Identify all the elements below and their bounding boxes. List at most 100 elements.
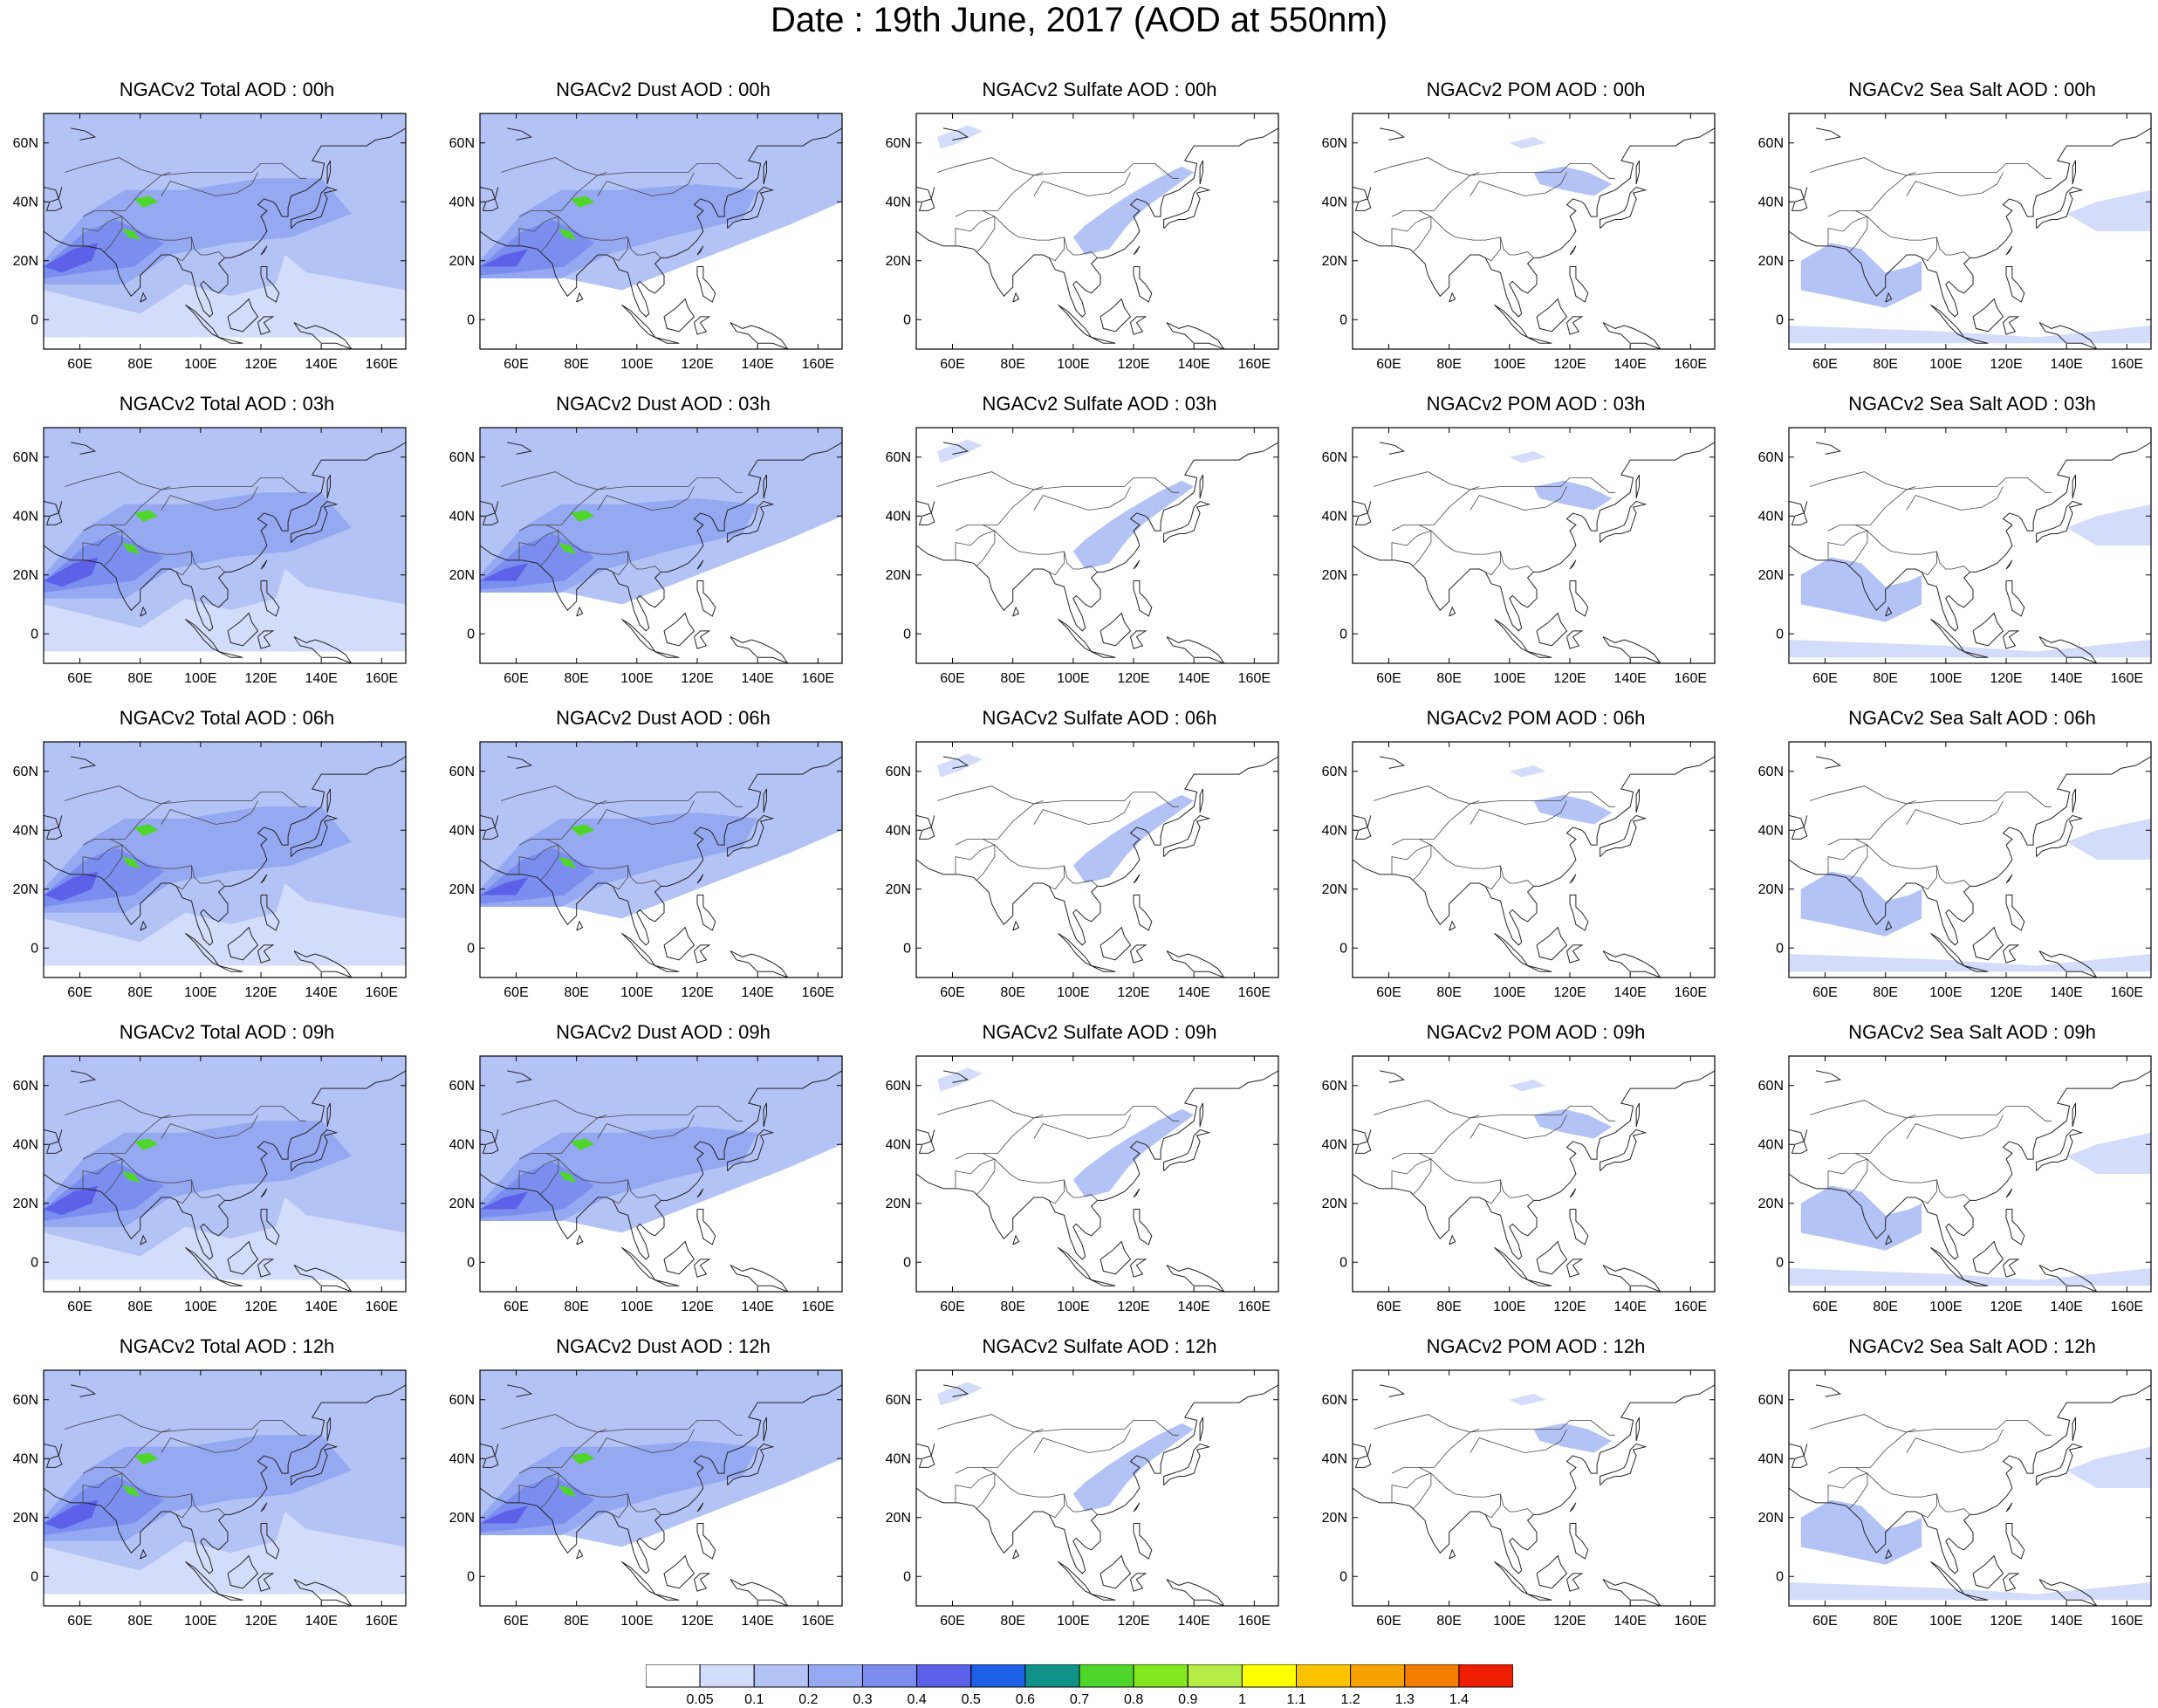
lon-tick-label: 80E (127, 1614, 152, 1629)
panel-title: NGACv2 Total AOD : 09h (119, 1021, 335, 1043)
lon-tick-label: 60E (1812, 671, 1837, 686)
lat-tick-label: 0 (1776, 627, 1784, 641)
lon-tick-label: 160E (2111, 357, 2143, 372)
coastline (44, 1128, 63, 1154)
border-line (955, 1420, 1179, 1474)
coastline (1600, 1128, 1648, 1171)
coastline (1963, 651, 1989, 658)
coastline (1569, 895, 1589, 931)
border-line (1412, 845, 1432, 881)
coastlines (480, 442, 842, 663)
aod-contour (44, 557, 99, 587)
map-plot: 60E 80E 100E 120E 140E 160E 0 20N 40N 60N (1758, 741, 2152, 1000)
lon-tick-label: 100E (1493, 985, 1525, 1000)
aod-contour (570, 1452, 595, 1464)
coastline (1199, 1416, 1203, 1442)
coastline (696, 559, 704, 570)
lat-tick-label: 40N (449, 509, 475, 524)
lon-tick-label: 60E (1376, 1614, 1401, 1629)
aod-field (44, 1056, 406, 1280)
coastline (2072, 788, 2076, 813)
border-line (937, 157, 1044, 176)
aod-field (1509, 1394, 1613, 1453)
lat-tick-label: 0 (1339, 312, 1347, 327)
coastline (1130, 1259, 1148, 1278)
aod-contour (121, 1485, 140, 1498)
map-plot: 60E 80E 100E 120E 140E 160E 0 20N 40N 60N (1758, 113, 2152, 372)
colorbar-label: 0.5 (961, 1692, 981, 1707)
lon-tick-label: 140E (305, 357, 337, 372)
lon-tick-label: 100E (1929, 671, 1962, 686)
border-line (518, 1420, 743, 1474)
lon-tick-label: 160E (802, 985, 834, 1000)
map-background (1789, 1056, 2151, 1292)
aod-field (1509, 1080, 1613, 1139)
coastline (260, 1209, 280, 1245)
coastline (1058, 1561, 1093, 1595)
aod-contour (480, 563, 529, 581)
lon-tick-label: 60E (504, 1614, 528, 1629)
border-line (1922, 237, 1937, 262)
coastline (763, 1416, 767, 1442)
coastline (257, 1573, 275, 1592)
map-frame (1788, 113, 2152, 350)
coastline (1963, 1594, 1989, 1601)
border-line (1848, 1473, 1868, 1509)
border-line (597, 172, 695, 196)
border-line (518, 1472, 559, 1503)
coastline (1199, 1102, 1203, 1128)
coastline (1527, 1594, 1552, 1601)
coastline (1166, 636, 1225, 663)
aod-contour (937, 1382, 983, 1406)
border-line (955, 216, 996, 246)
lon-tick-label: 140E (1613, 357, 1646, 372)
coastline (44, 442, 406, 632)
coastline (730, 1265, 789, 1292)
lon-tick-label: 100E (184, 671, 216, 686)
coastline (1885, 1234, 1893, 1245)
border-line (1827, 530, 1868, 560)
colorbar-label: 0.8 (1123, 1692, 1144, 1707)
aod-contour (121, 1170, 140, 1183)
aod-contour (558, 856, 577, 869)
lon-tick-label: 140E (1613, 1614, 1646, 1629)
coastline (218, 337, 243, 344)
lon-tick-label: 100E (1057, 671, 1089, 686)
aod-field (937, 125, 1195, 255)
lon-tick-label: 160E (1238, 671, 1271, 686)
lat-tick-label: 60N (13, 1393, 38, 1408)
lat-tick-label: 60N (449, 136, 475, 151)
coastline (326, 788, 331, 813)
coastlines (1353, 1070, 1715, 1292)
coastline (727, 1443, 775, 1485)
border-line (1418, 839, 1534, 887)
coastline (2038, 322, 2098, 349)
aod-contour (937, 439, 983, 463)
border-line (1827, 844, 1868, 875)
border-line (65, 785, 171, 805)
lon-tick-label: 140E (2050, 671, 2082, 686)
map-panel-sulfate-06h: NGACv2 Sulfate AOD : 06h 60E 80E 100E 120E 14… (881, 707, 1318, 1017)
lat-tick-label: 20N (449, 1197, 475, 1211)
coastline (1972, 298, 2004, 333)
coastline (730, 636, 789, 663)
panel-title: NGACv2 Dust AOD : 00h (556, 79, 771, 100)
lon-tick-label: 100E (184, 1614, 216, 1629)
colorbar-label: 0.7 (1069, 1692, 1090, 1707)
aod-contour (2066, 189, 2151, 231)
border-line (1391, 1158, 1432, 1189)
lat-tick-label: 20N (1758, 1511, 1784, 1526)
aod-contour (1533, 166, 1613, 196)
map-background (1353, 742, 1715, 977)
lon-tick-label: 140E (1177, 671, 1209, 686)
border-line (103, 1159, 123, 1195)
lat-tick-label: 60N (13, 1079, 38, 1094)
map-plot: 60E 80E 100E 120E 140E 160E 0 20N 40N 60N (886, 1369, 1279, 1629)
colorbar-swatch (1296, 1663, 1352, 1688)
border-line (518, 1158, 559, 1189)
coastline (1130, 1573, 1148, 1592)
aod-contour (1509, 451, 1546, 463)
border-line (955, 530, 996, 560)
coastline (1569, 1523, 1589, 1560)
coastline (218, 1279, 243, 1286)
